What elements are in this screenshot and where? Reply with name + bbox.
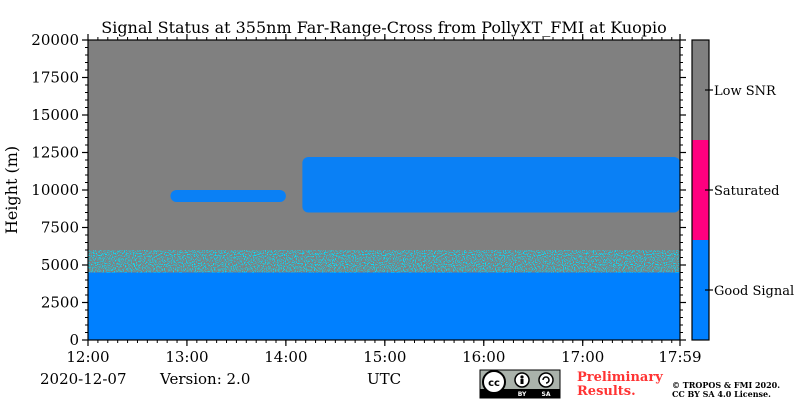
- y-tick-label-3: 7500: [41, 219, 79, 237]
- cc-icon: [482, 370, 506, 394]
- version-label: Version: 2.0: [159, 370, 250, 388]
- colorbar-segment-low-snr: [692, 40, 709, 140]
- x-axis: 12:00 13:00 14:00 15:00 16:00 17:00 17:59: [66, 34, 702, 366]
- y-tick-label-8: 20000: [31, 31, 79, 49]
- region-speckled-1: [88, 250, 680, 273]
- colorbar-label-low-snr: Low SNR: [714, 84, 777, 99]
- region-cloud-2: [302, 157, 680, 213]
- x-tick-label-6: 17:59: [658, 348, 701, 366]
- region-cloud-3: [170, 190, 286, 202]
- results-label: Results.: [577, 384, 636, 399]
- plot-area: [88, 40, 680, 340]
- x-tick-label-5: 17:00: [561, 348, 604, 366]
- svg-text:cc: cc: [488, 378, 500, 389]
- colorbar-segment-saturated: [692, 140, 709, 240]
- y-tick-label-2: 5000: [41, 256, 79, 274]
- copyright-line-1: © TROPOS & FMI 2020.: [672, 380, 780, 390]
- x-tick-label-0: 12:00: [66, 348, 109, 366]
- svg-text:BY: BY: [518, 391, 527, 398]
- chart-title: Signal Status at 355nm Far-Range-Cross f…: [101, 18, 667, 37]
- colorbar-frame: [691, 39, 710, 341]
- x-tick-label-3: 15:00: [363, 348, 406, 366]
- copyright-line-2: CC BY SA 4.0 License.: [672, 389, 771, 399]
- preliminary-label: Preliminary: [577, 370, 663, 385]
- sa-icon: [538, 372, 554, 388]
- y-tick-label-7: 17500: [31, 69, 79, 87]
- x-tick-label-2: 14:00: [264, 348, 307, 366]
- colorbar-segment-good-signal: [692, 240, 709, 340]
- region-good-signal-0: [88, 272, 680, 340]
- x-axis-label: UTC: [367, 370, 401, 388]
- colorbar-label-good-signal: Good Signal: [714, 284, 794, 299]
- y-tick-label-5: 12500: [31, 144, 79, 162]
- svg-text:SA: SA: [542, 391, 551, 398]
- y-tick-label-6: 15000: [31, 106, 79, 124]
- colorbar: Good Signal Saturated Low SNR: [691, 39, 794, 341]
- y-axis-label: Height (m): [2, 146, 21, 234]
- x-tick-label-4: 16:00: [462, 348, 505, 366]
- y-axis: 0 2500 5000 7500 10000 12500 15000 17500 20000: [31, 31, 686, 349]
- y-tick-label-0: 0: [69, 331, 79, 349]
- date-label: 2020-12-07: [40, 370, 126, 388]
- cc-license-badge: cc BY SA: [479, 369, 561, 399]
- y-tick-label-1: 2500: [41, 294, 79, 312]
- x-tick-label-1: 13:00: [165, 348, 208, 366]
- colorbar-label-saturated: Saturated: [714, 184, 779, 199]
- y-tick-label-4: 10000: [31, 181, 79, 199]
